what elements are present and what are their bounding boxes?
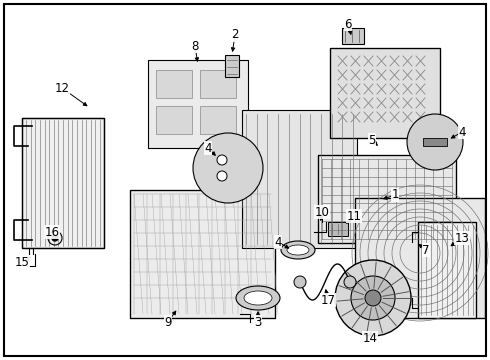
Text: 3: 3 xyxy=(254,315,262,328)
Circle shape xyxy=(52,235,58,241)
Bar xyxy=(418,222,476,318)
Text: 6: 6 xyxy=(344,18,352,31)
Circle shape xyxy=(335,260,411,336)
Circle shape xyxy=(365,290,381,306)
Bar xyxy=(355,198,485,318)
Bar xyxy=(156,70,192,98)
Text: 4: 4 xyxy=(274,235,282,248)
Text: 4: 4 xyxy=(458,126,466,139)
Circle shape xyxy=(193,133,263,203)
Bar xyxy=(200,70,236,98)
Bar xyxy=(148,60,248,148)
Bar xyxy=(318,155,456,243)
Ellipse shape xyxy=(287,245,309,255)
Bar xyxy=(225,55,239,77)
Bar xyxy=(242,110,357,248)
Bar xyxy=(330,48,440,138)
Ellipse shape xyxy=(244,291,272,305)
Text: 1: 1 xyxy=(391,189,399,202)
Bar xyxy=(423,138,447,146)
Bar xyxy=(200,106,236,134)
Circle shape xyxy=(294,276,306,288)
Text: 12: 12 xyxy=(54,81,70,94)
Bar xyxy=(130,190,275,318)
Circle shape xyxy=(351,276,395,320)
Text: 9: 9 xyxy=(164,315,172,328)
Text: 16: 16 xyxy=(45,225,59,238)
Bar xyxy=(328,222,348,236)
Text: 8: 8 xyxy=(191,40,198,53)
Bar xyxy=(22,118,104,248)
Bar xyxy=(318,155,456,243)
Text: 4: 4 xyxy=(204,141,212,154)
Bar xyxy=(330,48,440,138)
Circle shape xyxy=(217,155,227,165)
Text: 15: 15 xyxy=(15,256,29,269)
Ellipse shape xyxy=(281,241,315,259)
Text: 2: 2 xyxy=(231,28,239,41)
Ellipse shape xyxy=(236,286,280,310)
Bar xyxy=(130,190,275,318)
Bar xyxy=(22,118,104,248)
Text: 7: 7 xyxy=(422,243,430,256)
Text: 10: 10 xyxy=(315,206,329,219)
Text: 17: 17 xyxy=(320,293,336,306)
Text: 11: 11 xyxy=(346,210,362,222)
Bar xyxy=(342,28,364,44)
Bar xyxy=(156,106,192,134)
Circle shape xyxy=(217,171,227,181)
Bar xyxy=(355,198,485,318)
Text: 5: 5 xyxy=(368,134,376,147)
Text: 14: 14 xyxy=(363,332,377,345)
Circle shape xyxy=(344,276,356,288)
Text: 13: 13 xyxy=(455,231,469,244)
Circle shape xyxy=(407,114,463,170)
Bar xyxy=(418,222,476,318)
